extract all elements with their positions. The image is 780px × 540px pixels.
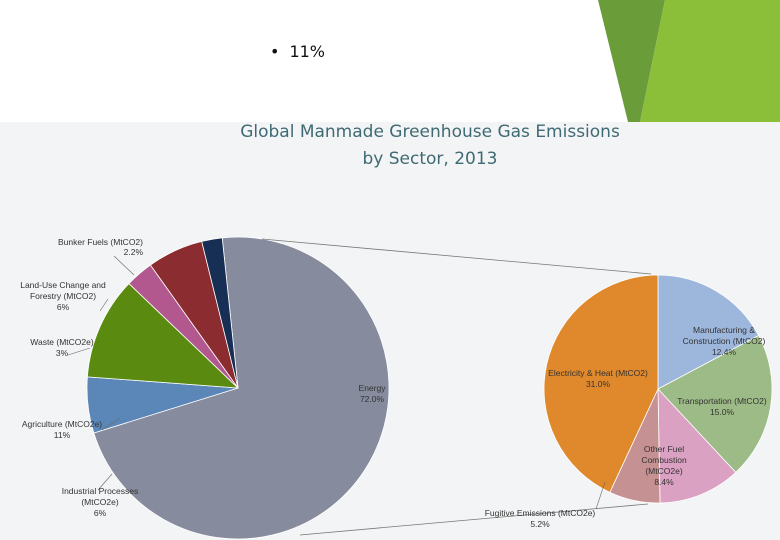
label-energy-1: 72.0% [360, 394, 385, 404]
label-otherfuel-1: Combustion [641, 455, 687, 465]
label-manufacturing-2: 12.4% [712, 347, 737, 357]
energy-breakdown-pie [543, 274, 773, 504]
label-otherfuel-3: 8.4% [654, 477, 674, 487]
main-slice-5 [201, 237, 239, 389]
label-energy-0: Energy [359, 383, 387, 393]
corner-shape-dark [598, 0, 665, 122]
chart-title: Global Manmade Greenhouse Gas Emissions [240, 122, 620, 142]
corner-shape-light [640, 0, 780, 122]
sub-slice-0 [657, 274, 760, 390]
label-leader-1 [99, 298, 109, 312]
label-fugitive-0: Fugitive Emissions (MtCO2e) [485, 508, 596, 518]
label-leader-5 [595, 481, 606, 510]
label-bunker-1: 2.2% [124, 247, 144, 257]
label-leader-0 [113, 255, 135, 276]
main-slice-2 [86, 282, 240, 389]
connector-bottom [299, 503, 649, 536]
label-waste-1: 3% [56, 348, 69, 358]
label-landuse-1: Forestry (MtCO2) [30, 291, 96, 301]
label-manufacturing-1: Construction (MtCO2) [683, 336, 766, 346]
label-fugitive-1: 5.2% [530, 519, 550, 529]
label-otherfuel-2: (MtCO2e) [645, 466, 682, 476]
chart-subtitle: by Sector, 2013 [362, 149, 498, 169]
label-electricity-1: 31.0% [586, 379, 611, 389]
bullet-symbol: • [270, 42, 280, 61]
label-transportation-0: Transportation (MtCO2) [677, 396, 767, 406]
label-leader-2 [67, 347, 91, 356]
label-industrial-2: 6% [94, 508, 107, 518]
label-manufacturing-0: Manufacturing & [693, 325, 755, 335]
label-waste-0: Waste (MtCO2e) [30, 337, 94, 347]
bullet-text: 11% [289, 42, 325, 61]
label-industrial-1: (MtCO2e) [81, 497, 118, 507]
main-slice-0 [93, 236, 390, 540]
label-otherfuel-0: Other Fuel [644, 444, 684, 454]
sub-slice-1 [657, 334, 773, 473]
label-agri-0: Agriculture (MtCO2e) [22, 419, 102, 429]
sub-slice-4 [543, 274, 659, 493]
label-leader-3 [101, 417, 121, 431]
slice-labels: Bunker Fuels (MtCO2)2.2% Land-Use Change … [20, 237, 767, 529]
leader-lines [67, 238, 652, 536]
label-industrial-0: Industrial Processes [62, 486, 139, 496]
label-electricity-0: Electricity & Heat (MtCO2) [548, 368, 648, 378]
main-pie [86, 236, 390, 540]
sub-slice-2 [657, 387, 737, 504]
label-transportation-1: 15.0% [710, 407, 735, 417]
label-agri-1: 11% [54, 430, 71, 440]
label-bunker-0: Bunker Fuels (MtCO2) [58, 237, 143, 247]
label-landuse-0: Land-Use Change and [20, 280, 106, 290]
bullet-line: • 11% [270, 42, 325, 61]
label-landuse-2: 6% [57, 302, 70, 312]
label-leader-4 [97, 473, 113, 491]
connector-top [261, 238, 652, 275]
